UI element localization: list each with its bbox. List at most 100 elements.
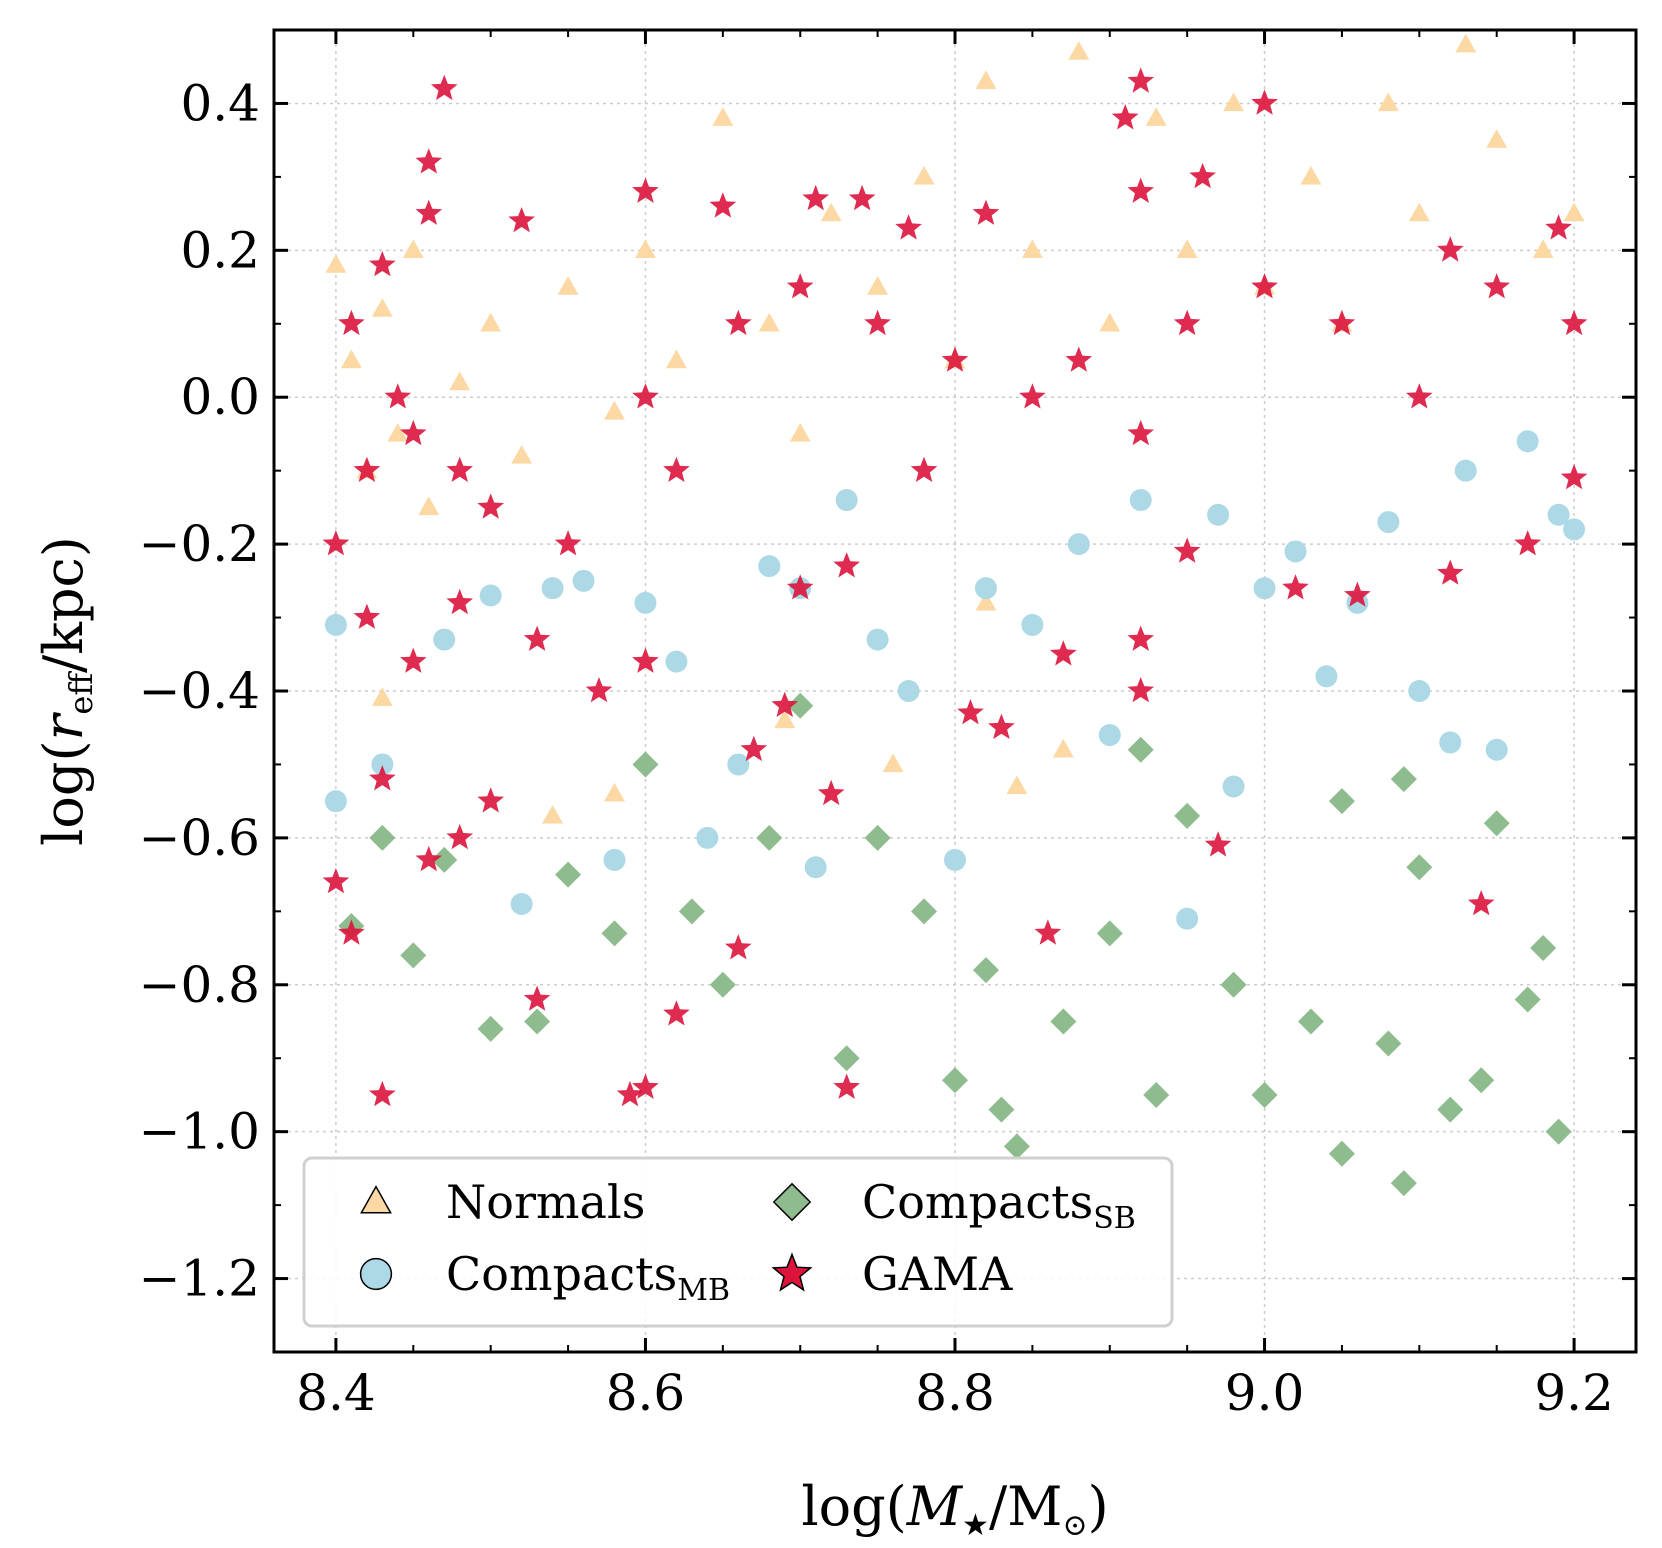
gama-point-45: [523, 625, 551, 651]
normals-point-37: [882, 753, 904, 773]
y-tick-label-1: −1.0: [139, 1103, 260, 1161]
gama-point-60: [322, 868, 350, 894]
gama-point-31: [941, 346, 969, 372]
gama-point-10: [1111, 104, 1139, 130]
compacts_mb-point-21: [1176, 907, 1199, 930]
y-tick-label-5: −0.2: [139, 515, 260, 573]
gama-point-17: [1545, 214, 1572, 240]
compacts_mb-point-37: [696, 826, 719, 849]
normals-point-35: [1532, 239, 1554, 259]
compacts_mb-point-2: [371, 753, 394, 776]
y-tick-label-7: 0.2: [180, 221, 260, 279]
gama-point-37: [1328, 309, 1356, 336]
compacts_sb-point-19: [1003, 1133, 1030, 1160]
gama-point-55: [1282, 574, 1309, 600]
gama-point-74: [1204, 831, 1232, 857]
compacts_sb-point-35: [1530, 935, 1557, 962]
gama-point-29: [864, 309, 891, 336]
gama-point-2: [415, 199, 443, 225]
compacts_sb-point-32: [1468, 1067, 1495, 1094]
normals-point-39: [1052, 738, 1074, 758]
gama-point-56: [1344, 581, 1371, 607]
gama-point-73: [1034, 919, 1062, 945]
normals-point-33: [1455, 33, 1477, 53]
gama-point-30: [910, 456, 938, 482]
compacts_mb-point-12: [835, 489, 858, 512]
compacts_sb-point-12: [787, 692, 814, 719]
gama-point-75: [1467, 890, 1495, 916]
legend-label-gama: GAMA: [862, 1247, 1013, 1301]
gama-point-46: [585, 677, 613, 703]
gama-point-23: [477, 493, 504, 519]
gama-point-27: [725, 309, 752, 336]
normals-point-19: [913, 165, 935, 185]
gama-point-44: [446, 588, 473, 615]
y-tick-label-3: −0.6: [139, 809, 260, 867]
compacts_sb-point-10: [709, 971, 736, 998]
gama-point-76: [369, 1080, 396, 1107]
normals-point-18: [867, 276, 889, 295]
compacts_sb-point-33: [1483, 810, 1510, 837]
legend-markers: [359, 1182, 813, 1292]
compacts_sb-point-39: [1127, 736, 1154, 763]
gama-point-70: [725, 934, 752, 960]
x-tick-labels: 8.4 8.6 8.8 9.0 9.2: [296, 1364, 1614, 1422]
compacts_sb-point-17: [972, 957, 999, 984]
compacts_sb-point-34: [1514, 986, 1541, 1013]
normals-point-7: [449, 371, 471, 391]
normals-point-5: [402, 239, 424, 259]
x-tick-label-3: 9.0: [1225, 1364, 1305, 1422]
y-tick-label-2: −0.8: [139, 956, 260, 1014]
gama-point-39: [1483, 273, 1510, 299]
compacts_mb-point-19: [1098, 724, 1121, 747]
normals-point-38: [1006, 775, 1028, 795]
legend-marker-compacts_mb: [359, 1257, 393, 1291]
compacts_mb-point-5: [541, 577, 564, 600]
gama-point-40: [1560, 309, 1588, 336]
compacts_mb-point-23: [1253, 577, 1276, 600]
compacts_mb-point-33: [1547, 503, 1570, 526]
compacts_mb-point-15: [944, 848, 966, 871]
compacts_sb-point-16: [942, 1067, 968, 1094]
gama-point-12: [1189, 162, 1216, 189]
gama-point-5: [632, 177, 659, 203]
compacts_sb-point-38: [1390, 766, 1417, 793]
compacts_sb-point-37: [1328, 788, 1355, 815]
compacts_sb-point-9: [678, 898, 705, 925]
gama-point-24: [554, 530, 582, 556]
gama-point-65: [477, 787, 504, 813]
compacts_sb-point-1: [369, 824, 396, 851]
normals-point-6: [418, 496, 440, 516]
normals-point-24: [1099, 312, 1121, 332]
gama-point-26: [663, 456, 690, 482]
gama-point-68: [616, 1080, 644, 1107]
gama-point-72: [833, 1073, 860, 1099]
compacts_mb-point-13: [866, 628, 889, 651]
gama-point-35: [1173, 309, 1201, 336]
y-tick-label-0: −1.2: [139, 1250, 260, 1308]
normals-point-34: [1486, 129, 1508, 148]
legend-label-compacts-sb: CompactsSB: [862, 1175, 1136, 1236]
normals-point-17: [820, 202, 842, 222]
compacts_mb-point-18: [1067, 533, 1090, 556]
gama-point-64: [446, 823, 473, 850]
compacts_sb-point-27: [1328, 1140, 1355, 1167]
gama-point-48: [786, 574, 814, 600]
legend-box: [302, 1156, 1174, 1328]
gama-point-4: [508, 207, 535, 233]
compacts_mb-point-31: [1485, 738, 1508, 761]
gama-point-18: [338, 309, 365, 336]
normals-point-40: [542, 804, 564, 824]
compacts_mb-point-17: [1021, 613, 1044, 636]
compacts_mb-point-30: [1454, 459, 1477, 482]
series-compacts_mb: [324, 430, 1586, 930]
compacts_mb-point-22: [1207, 503, 1230, 526]
compacts_mb-point-32: [1516, 430, 1539, 453]
gama-point-79: [1127, 677, 1154, 703]
gama-point-61: [338, 919, 365, 945]
normals-point-32: [1408, 202, 1430, 222]
y-tick-labels: −1.2 −1.0 −0.8 −0.6 −0.4 −0.2 0.0 0.2 0.4: [139, 74, 260, 1307]
gama-point-13: [1127, 177, 1154, 203]
gama-point-67: [632, 1073, 659, 1099]
compacts_mb-point-34: [1563, 518, 1586, 541]
